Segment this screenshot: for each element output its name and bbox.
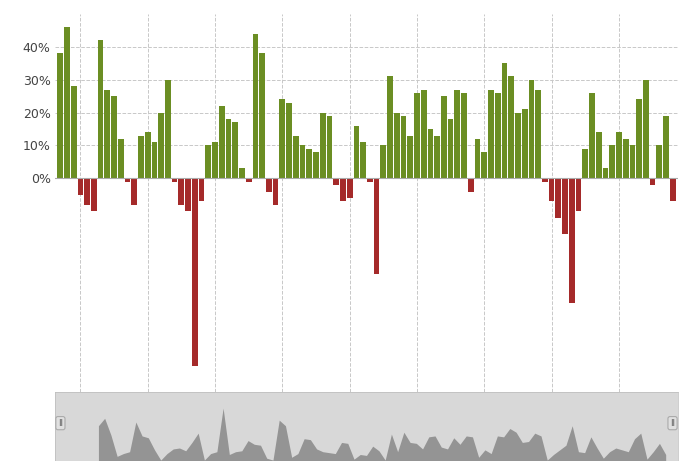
- Bar: [529, 80, 534, 178]
- Bar: [91, 178, 97, 211]
- Bar: [327, 116, 332, 178]
- Bar: [260, 53, 265, 178]
- Bar: [347, 178, 353, 198]
- Bar: [145, 132, 151, 178]
- Bar: [165, 80, 171, 178]
- Bar: [246, 178, 251, 182]
- Bar: [273, 178, 279, 205]
- Bar: [253, 34, 258, 178]
- Bar: [380, 145, 386, 178]
- Bar: [367, 178, 373, 182]
- Bar: [488, 89, 494, 178]
- Bar: [158, 112, 164, 178]
- Bar: [434, 136, 440, 178]
- Bar: [501, 63, 508, 178]
- Bar: [77, 178, 84, 195]
- Bar: [596, 132, 601, 178]
- Bar: [225, 119, 232, 178]
- Bar: [104, 89, 110, 178]
- Bar: [482, 152, 487, 178]
- Bar: [58, 53, 63, 178]
- Bar: [64, 27, 70, 178]
- Bar: [172, 178, 177, 182]
- Bar: [643, 80, 649, 178]
- Bar: [219, 106, 225, 178]
- Bar: [71, 86, 77, 178]
- Bar: [454, 89, 460, 178]
- Bar: [84, 178, 90, 205]
- Bar: [414, 93, 420, 178]
- Bar: [132, 178, 137, 205]
- Bar: [206, 145, 211, 178]
- Bar: [353, 126, 359, 178]
- Bar: [542, 178, 548, 182]
- Bar: [656, 145, 662, 178]
- Bar: [279, 100, 285, 178]
- Bar: [239, 168, 245, 178]
- Bar: [448, 119, 453, 178]
- Bar: [313, 152, 319, 178]
- Bar: [401, 116, 406, 178]
- Bar: [630, 145, 635, 178]
- Bar: [589, 93, 595, 178]
- Bar: [192, 178, 198, 366]
- Bar: [299, 145, 306, 178]
- Bar: [266, 178, 272, 191]
- Text: II: II: [58, 419, 63, 428]
- Bar: [408, 136, 413, 178]
- Bar: [306, 149, 312, 178]
- Bar: [212, 142, 218, 178]
- Bar: [185, 178, 191, 211]
- Bar: [111, 96, 117, 178]
- Bar: [293, 136, 299, 178]
- Bar: [535, 89, 541, 178]
- Bar: [360, 142, 366, 178]
- Bar: [387, 77, 393, 178]
- Bar: [636, 100, 642, 178]
- Bar: [138, 136, 144, 178]
- Bar: [340, 178, 346, 201]
- Bar: [508, 77, 514, 178]
- Bar: [334, 178, 339, 185]
- Bar: [569, 178, 575, 303]
- Bar: [374, 178, 379, 274]
- Bar: [179, 178, 184, 205]
- Bar: [441, 96, 447, 178]
- Text: II: II: [670, 419, 675, 428]
- Bar: [610, 145, 615, 178]
- Bar: [549, 178, 554, 201]
- Bar: [151, 142, 158, 178]
- Bar: [515, 112, 521, 178]
- Bar: [394, 112, 399, 178]
- Bar: [575, 178, 582, 211]
- Bar: [461, 93, 467, 178]
- Bar: [603, 168, 608, 178]
- Bar: [320, 112, 325, 178]
- Bar: [556, 178, 561, 218]
- Bar: [582, 149, 588, 178]
- Bar: [468, 178, 473, 191]
- Bar: [475, 139, 480, 178]
- Bar: [495, 93, 501, 178]
- Bar: [670, 178, 675, 201]
- Bar: [125, 178, 130, 182]
- Bar: [522, 109, 527, 178]
- Bar: [421, 89, 427, 178]
- Bar: [199, 178, 204, 201]
- Bar: [427, 129, 434, 178]
- Bar: [562, 178, 568, 234]
- Bar: [286, 103, 292, 178]
- Bar: [623, 139, 629, 178]
- Bar: [663, 116, 669, 178]
- Bar: [98, 40, 103, 178]
- Bar: [649, 178, 656, 185]
- Bar: [118, 139, 123, 178]
- Bar: [232, 123, 238, 178]
- Bar: [616, 132, 622, 178]
